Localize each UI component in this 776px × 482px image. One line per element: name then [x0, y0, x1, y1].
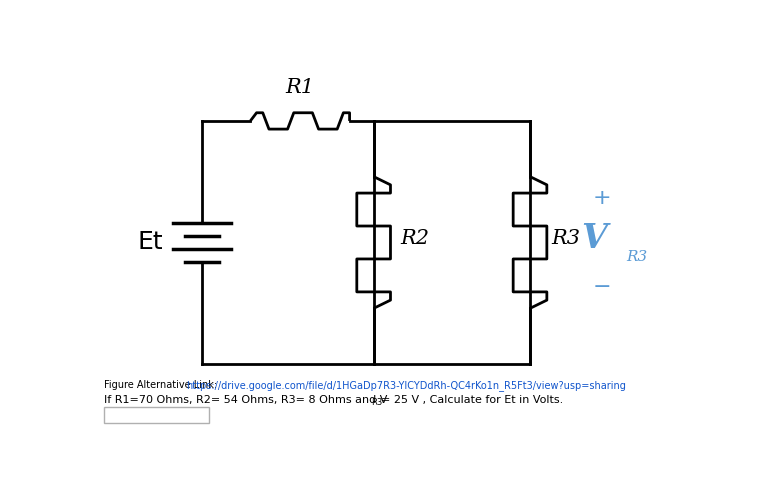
Text: = 25 V , Calculate for Et in Volts.: = 25 V , Calculate for Et in Volts.	[381, 395, 563, 405]
Text: R3: R3	[371, 398, 383, 407]
Text: R1: R1	[286, 78, 314, 97]
Text: R3: R3	[551, 229, 580, 248]
Text: Figure Alternative Link:: Figure Alternative Link:	[104, 380, 220, 390]
FancyBboxPatch shape	[104, 407, 210, 423]
Text: +: +	[593, 188, 611, 208]
Text: R3: R3	[626, 250, 647, 264]
Text: −: −	[593, 277, 611, 297]
Text: Et: Et	[137, 230, 163, 254]
Text: R2: R2	[400, 229, 430, 248]
Text: https://drive.google.com/file/d/1HGaDp7R3-YICYDdRh-QC4rKo1n_R5Ft3/view?usp=shari: https://drive.google.com/file/d/1HGaDp7R…	[186, 380, 626, 390]
Text: V: V	[581, 222, 607, 255]
Text: If R1=70 Ohms, R2= 54 Ohms, R3= 8 Ohms and V: If R1=70 Ohms, R2= 54 Ohms, R3= 8 Ohms a…	[104, 395, 387, 405]
